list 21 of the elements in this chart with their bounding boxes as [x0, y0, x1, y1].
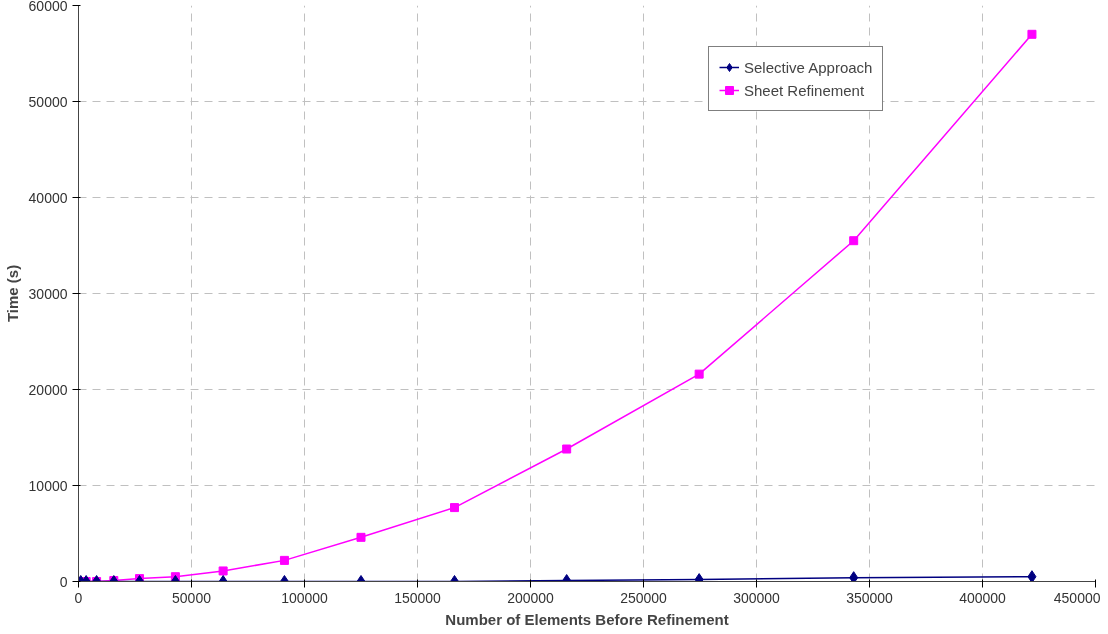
legend-label: Selective Approach — [744, 58, 873, 76]
y-tick-label: 50000 — [28, 93, 68, 110]
x-tick-label: 400000 — [959, 589, 1007, 606]
x-tick-label: 50000 — [172, 589, 212, 606]
y-tick-label: 0 — [59, 573, 68, 590]
x-tick-label: 150000 — [394, 589, 442, 606]
y-tick-label: 20000 — [28, 381, 68, 398]
x-tick-label: 100000 — [281, 589, 329, 606]
legend-label: Sheet Refinement — [744, 81, 865, 99]
x-tick-label: 450000 — [1053, 589, 1101, 606]
y-tick-label: 60000 — [28, 0, 68, 14]
x-tick-label: 350000 — [846, 589, 894, 606]
y-axis-title: Time (s) — [3, 264, 21, 323]
x-tick-label: 250000 — [620, 589, 668, 606]
y-tick-label: 10000 — [28, 477, 68, 494]
y-tick-label: 30000 — [28, 285, 68, 302]
y-tick-label: 40000 — [28, 189, 68, 206]
x-tick-label: 200000 — [507, 589, 555, 606]
x-axis-title: Number of Elements Before Refinement — [445, 610, 729, 628]
x-tick-label: 0 — [74, 589, 83, 606]
x-tick-label: 300000 — [733, 589, 781, 606]
